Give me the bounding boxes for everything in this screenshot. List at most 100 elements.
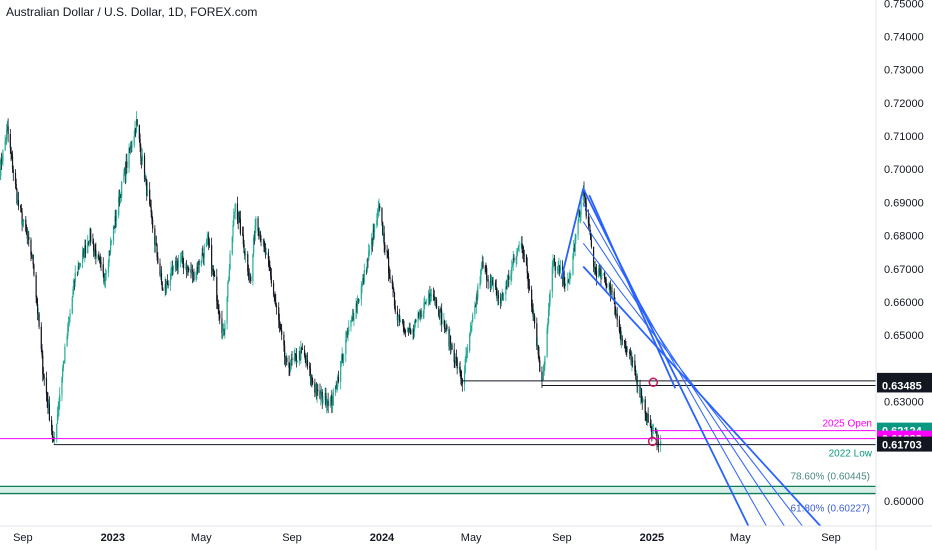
candle-body	[574, 237, 576, 252]
candle-body	[151, 212, 153, 220]
channel-line	[582, 221, 785, 527]
candle-body	[365, 270, 368, 272]
fib-label: 61.80% (0.60227)	[790, 504, 870, 515]
candle-body	[536, 345, 539, 347]
candle-body	[495, 286, 497, 290]
candle-body	[410, 329, 412, 334]
candle-body	[41, 348, 43, 356]
candle-body	[551, 266, 553, 292]
candle-body	[455, 356, 458, 360]
candle-body	[242, 234, 244, 245]
candle-body	[481, 261, 483, 268]
candle-body	[9, 134, 11, 148]
candle-body	[520, 243, 522, 245]
candle-body	[548, 309, 550, 324]
candle-body	[188, 269, 190, 270]
candle-body	[213, 271, 215, 275]
candle-body	[392, 283, 394, 290]
candle-body	[505, 286, 508, 288]
candle-body	[0, 175, 1, 177]
candle-body	[88, 243, 90, 245]
candle-body	[326, 403, 328, 406]
candle-body	[141, 155, 143, 162]
candle-body	[403, 326, 405, 331]
candle-body	[118, 196, 120, 216]
candle-body	[278, 320, 281, 326]
candle-body	[485, 267, 487, 269]
candle-body	[502, 294, 504, 296]
candle-body	[613, 291, 615, 301]
candle-body	[515, 257, 517, 261]
candle-body	[500, 298, 502, 304]
candle-body	[595, 268, 597, 272]
candle-body	[366, 259, 368, 272]
candle-body	[404, 330, 406, 332]
channel-line	[560, 188, 585, 279]
candle-body	[435, 299, 438, 309]
candle-body	[293, 357, 295, 361]
candle-body	[567, 279, 570, 281]
candle-body	[631, 360, 633, 364]
candle-body	[146, 179, 148, 197]
candle-body	[38, 313, 40, 327]
candle-body	[290, 358, 292, 367]
candle-body	[528, 280, 530, 286]
candle-body	[272, 283, 275, 295]
candle-body	[393, 289, 395, 293]
candle-body	[522, 247, 524, 253]
candle-body	[254, 226, 256, 241]
candle-body	[516, 251, 518, 258]
candle-body	[260, 238, 262, 240]
candle-body	[155, 242, 157, 246]
candle-body	[264, 247, 267, 255]
candle-body	[216, 276, 218, 302]
candle-body	[124, 167, 126, 175]
candle-body	[176, 261, 178, 269]
candle-body	[412, 329, 414, 334]
candle-body	[584, 192, 586, 198]
candle-body	[449, 335, 452, 349]
candle-body	[320, 391, 323, 395]
candle-body	[78, 266, 80, 268]
candle-body	[236, 203, 239, 220]
candle-body	[325, 392, 327, 406]
candle-body	[263, 239, 265, 245]
candle-body	[372, 230, 374, 245]
candle-body	[625, 347, 627, 349]
candle-body	[172, 265, 174, 271]
candle-body	[12, 169, 14, 173]
candle-body	[203, 246, 205, 258]
candle-body	[439, 309, 441, 319]
candle-body	[135, 119, 138, 132]
candle-body	[136, 119, 138, 125]
candle-body	[353, 318, 355, 321]
candle-body	[542, 371, 545, 381]
candle-body	[615, 314, 617, 315]
candle-body	[40, 326, 42, 349]
candle-body	[165, 284, 167, 289]
candle-body	[460, 369, 462, 379]
candle-body	[363, 270, 365, 283]
candle-body	[336, 386, 338, 390]
candle-body	[258, 231, 260, 235]
candle-body	[448, 329, 450, 347]
candle-body	[100, 262, 102, 265]
candle-body	[570, 274, 572, 276]
candle-body	[145, 177, 147, 180]
candle-body	[164, 284, 166, 291]
candle-body	[265, 252, 267, 255]
candle-body	[497, 295, 499, 299]
candle-body	[56, 414, 59, 424]
candle-body	[651, 428, 654, 439]
candle-body	[373, 224, 376, 233]
candle-body	[219, 313, 221, 319]
candle-body	[21, 212, 23, 225]
candle-body	[183, 263, 185, 269]
candle-body	[511, 266, 513, 274]
candle-body	[247, 271, 250, 277]
candle-body	[299, 350, 301, 360]
y-tick-label: 0.65000	[884, 330, 924, 342]
candle-body	[171, 267, 174, 271]
candle-body	[152, 219, 154, 229]
